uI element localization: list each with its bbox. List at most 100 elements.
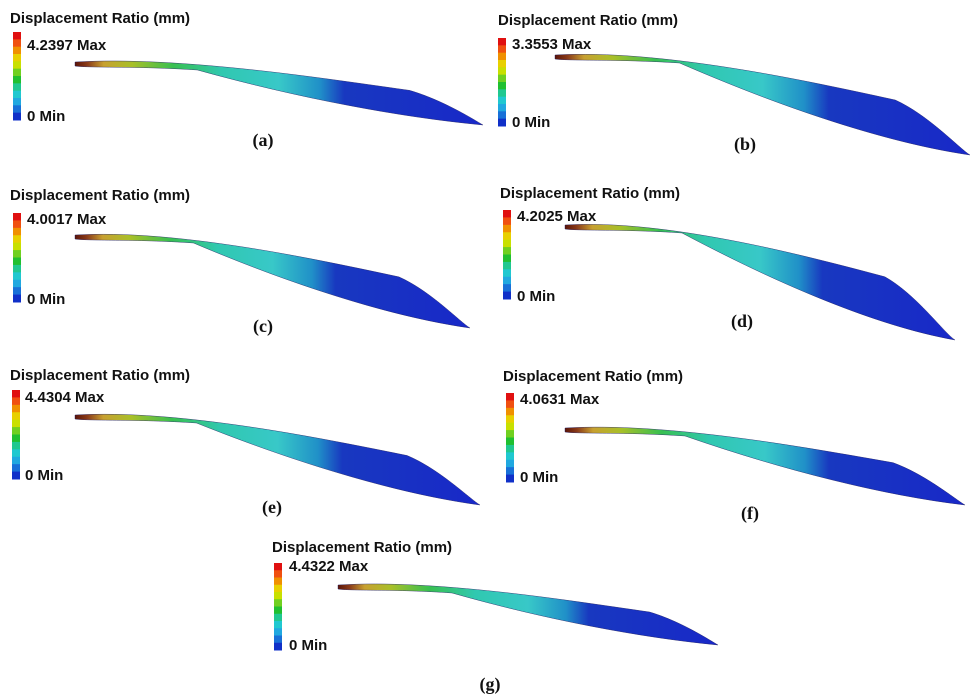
legend-swatch	[13, 264, 21, 273]
legend-swatch	[498, 111, 506, 120]
blade	[554, 54, 971, 156]
legend-swatch	[13, 76, 21, 84]
legend-max: 4.0631 Max	[520, 391, 600, 408]
legend-swatch	[13, 39, 21, 48]
legend-swatch	[506, 459, 514, 468]
blade	[564, 426, 966, 506]
legend-max: 4.2397 Max	[27, 37, 107, 54]
legend-swatch	[498, 74, 506, 83]
legend-swatch	[506, 430, 514, 438]
legend-swatch	[13, 46, 21, 55]
legend-swatch	[12, 456, 20, 465]
legend-swatch	[13, 32, 21, 40]
panel-caption: (c)	[253, 316, 273, 337]
blade	[74, 60, 484, 126]
legend-swatch	[13, 294, 21, 303]
legend-max: 4.4322 Max	[289, 558, 369, 575]
legend-swatch	[13, 61, 21, 70]
legend-swatch	[13, 105, 21, 114]
legend-swatch	[498, 104, 506, 112]
legend-max: 4.0017 Max	[27, 211, 107, 228]
panel-title: Displacement Ratio (mm)	[10, 10, 190, 27]
legend-swatch	[13, 98, 21, 106]
legend-swatch	[503, 239, 511, 248]
panel: Displacement Ratio (mm) 4.4322 Max 0 Min (g…	[272, 539, 719, 695]
panel-title: Displacement Ratio (mm)	[500, 185, 680, 202]
panel-caption: (d)	[731, 311, 753, 332]
panel-title: Displacement Ratio (mm)	[498, 12, 678, 29]
legend-max: 4.4304 Max	[25, 389, 105, 406]
legend-swatch	[274, 592, 282, 600]
legend-swatch	[274, 613, 282, 622]
legend-swatch	[274, 570, 282, 578]
legend-swatch	[12, 449, 20, 458]
legend-swatch	[13, 235, 21, 244]
legend-swatch	[13, 227, 21, 236]
blade	[564, 224, 956, 341]
legend-swatch	[12, 471, 20, 480]
legend-swatch	[274, 577, 282, 586]
legend-swatch	[498, 96, 506, 105]
legend-swatch	[503, 284, 511, 293]
legend-min: 0 Min	[25, 467, 63, 484]
legend-swatch	[13, 279, 21, 288]
legend-swatch	[506, 437, 514, 446]
legend-min: 0 Min	[517, 288, 555, 305]
panel-caption: (f)	[741, 503, 759, 524]
legend-swatch	[506, 400, 514, 409]
blade	[74, 234, 471, 329]
legend-swatch	[13, 220, 21, 229]
legend-swatch	[13, 112, 21, 121]
legend-min: 0 Min	[289, 637, 327, 654]
panel-title: Displacement Ratio (mm)	[503, 368, 683, 385]
legend-swatch	[498, 89, 506, 98]
blade	[74, 413, 481, 506]
legend-swatch	[498, 118, 506, 127]
legend-swatch	[498, 52, 506, 61]
legend-swatch	[274, 642, 282, 651]
legend-swatch	[274, 563, 282, 571]
legend-swatch	[498, 45, 506, 54]
panel: Displacement Ratio (mm) 4.2397 Max 0 Min (a…	[10, 10, 484, 151]
legend-swatch	[13, 242, 21, 251]
legend-swatch	[503, 291, 511, 300]
panel-caption: (g)	[480, 674, 501, 695]
legend-swatch	[506, 467, 514, 476]
panel: Displacement Ratio (mm) 4.2025 Max 0 Min (d…	[500, 185, 956, 341]
legend-swatch	[13, 250, 21, 258]
legend-max: 3.3553 Max	[512, 36, 592, 53]
legend-swatch	[12, 390, 20, 398]
legend-min: 0 Min	[27, 108, 65, 125]
panel: Displacement Ratio (mm) 4.0017 Max 0 Min (c…	[10, 187, 471, 337]
legend-swatch	[13, 90, 21, 99]
legend-swatch	[13, 68, 21, 77]
legend-swatch	[12, 464, 20, 473]
legend-swatch	[13, 213, 21, 221]
legend-swatch	[13, 257, 21, 266]
panel: Displacement Ratio (mm) 3.3553 Max 0 Min (b…	[498, 12, 971, 156]
legend-swatch	[498, 60, 506, 68]
legend-swatch	[503, 247, 511, 255]
legend-swatch	[498, 38, 506, 46]
legend-swatch	[506, 474, 514, 483]
legend-swatch	[13, 272, 21, 281]
legend-swatch	[274, 621, 282, 629]
legend-swatch	[274, 635, 282, 644]
legend-min: 0 Min	[27, 291, 65, 308]
legend-swatch	[274, 628, 282, 636]
legend-swatch	[12, 427, 20, 435]
panel-title: Displacement Ratio (mm)	[10, 187, 190, 204]
legend-swatch	[503, 232, 511, 241]
blade	[337, 583, 719, 646]
legend-swatch	[12, 404, 20, 413]
panel: Displacement Ratio (mm) 4.4304 Max 0 Min (e…	[10, 367, 481, 518]
legend-swatch	[13, 54, 21, 62]
legend-swatch	[503, 269, 511, 278]
legend-swatch	[12, 412, 20, 421]
legend-swatch	[498, 82, 506, 90]
panel-title: Displacement Ratio (mm)	[272, 539, 452, 556]
legend-swatch	[506, 422, 514, 431]
legend-swatch	[506, 452, 514, 461]
legend-swatch	[506, 393, 514, 401]
